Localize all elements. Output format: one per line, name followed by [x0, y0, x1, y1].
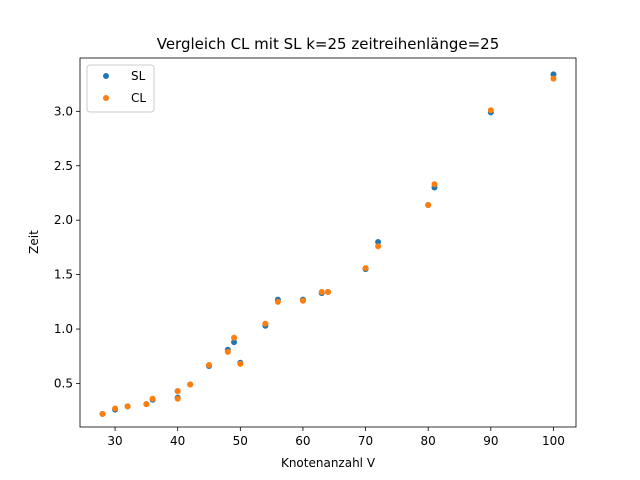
y-tick-label: 1.5 [54, 268, 73, 282]
data-point-cl [99, 410, 106, 417]
series-cl [99, 75, 557, 417]
x-tick-label: 30 [107, 434, 122, 448]
data-point-cl [143, 401, 150, 408]
data-point-cl [231, 334, 238, 341]
x-tick-label: 40 [170, 434, 185, 448]
data-point-sl [550, 71, 557, 78]
data-point-cl [274, 298, 281, 305]
x-tick-label: 100 [542, 434, 565, 448]
chart-title: Vergleich CL mit SL k=25 zeitreihenlänge… [157, 35, 500, 53]
data-point-cl [325, 289, 331, 296]
data-point-cl [375, 243, 382, 250]
data-point-cl [112, 405, 119, 412]
data-point-cl [206, 361, 213, 368]
data-point-cl [124, 403, 131, 410]
data-point-cl [299, 297, 306, 304]
data-point-sl [231, 339, 238, 346]
y-axis: 0.5 1.0 1.5 2.0 2.5 3.0 [54, 104, 80, 390]
data-points [99, 71, 557, 417]
plot-background [80, 58, 576, 427]
data-point-cl [174, 395, 181, 402]
data-point-cl [318, 289, 325, 296]
data-point-sl [375, 238, 382, 245]
data-point-cl [431, 181, 438, 188]
legend-label-cl: CL [131, 91, 146, 105]
data-point-cl [362, 265, 369, 272]
y-tick-label: 3.0 [54, 104, 73, 118]
data-point-cl [174, 388, 181, 395]
legend-marker-cl [103, 95, 109, 101]
y-axis-label: Zeit [27, 230, 41, 254]
y-tick-label: 1.0 [54, 322, 73, 336]
x-tick-label: 50 [233, 434, 248, 448]
data-point-cl [149, 395, 156, 402]
y-tick-label: 0.5 [54, 376, 73, 390]
y-tick-label: 2.0 [54, 213, 73, 227]
data-point-cl [425, 201, 432, 208]
x-tick-label: 70 [358, 434, 373, 448]
plot-area [79, 57, 577, 428]
data-point-cl [187, 381, 194, 388]
y-tick-label: 2.5 [54, 159, 73, 173]
data-point-cl [487, 107, 494, 114]
data-point-cl [237, 360, 244, 367]
x-axis: 30 40 50 60 70 80 90 100 [107, 427, 565, 448]
x-axis-label: Knotenanzahl V [281, 456, 376, 470]
data-point-cl [550, 75, 557, 82]
legend: SL CL [86, 64, 155, 113]
x-tick-label: 90 [483, 434, 498, 448]
data-point-cl [262, 320, 269, 327]
x-tick-label: 80 [421, 434, 436, 448]
x-tick-label: 60 [295, 434, 310, 448]
legend-label-sl: SL [131, 69, 146, 83]
data-point-cl [224, 348, 231, 355]
legend-marker-sl [103, 73, 109, 79]
plot-frame [79, 57, 577, 428]
